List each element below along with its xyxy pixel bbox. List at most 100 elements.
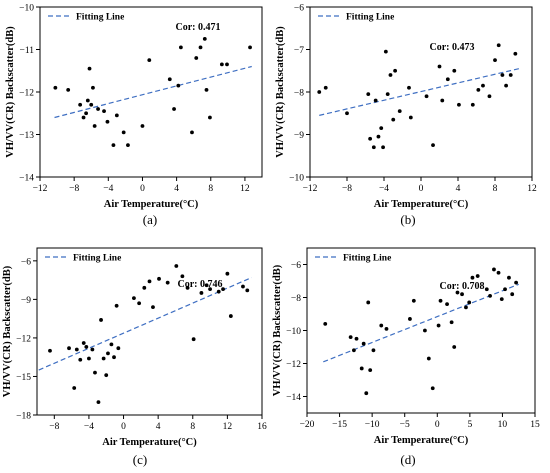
data-point bbox=[484, 287, 489, 292]
data-point bbox=[449, 320, 454, 325]
data-point bbox=[72, 386, 77, 390]
x-tick-label: −4 bbox=[84, 422, 94, 432]
data-point bbox=[116, 346, 121, 351]
x-tick-label: −4 bbox=[103, 184, 113, 194]
data-point bbox=[208, 287, 212, 292]
data-point bbox=[87, 356, 91, 361]
y-tick-label: −6 bbox=[21, 257, 31, 267]
data-point bbox=[66, 87, 71, 92]
panel-label: (d) bbox=[400, 452, 415, 467]
y-tick-label: −7 bbox=[294, 46, 304, 56]
data-point bbox=[140, 124, 145, 128]
x-tick-label: −8 bbox=[49, 422, 59, 432]
data-point bbox=[89, 102, 94, 107]
data-point bbox=[467, 300, 472, 305]
data-point bbox=[151, 305, 155, 309]
data-point bbox=[114, 113, 119, 118]
correlation-annotation: Cor: 0.473 bbox=[430, 42, 475, 53]
data-point bbox=[126, 143, 130, 148]
data-point bbox=[354, 336, 359, 341]
x-tick-label: −8 bbox=[69, 184, 79, 194]
data-point bbox=[373, 98, 378, 103]
data-point bbox=[487, 94, 492, 99]
x-tick-label: 5 bbox=[467, 420, 472, 430]
data-point bbox=[208, 115, 212, 120]
x-tick-label: 0 bbox=[419, 184, 424, 194]
data-point bbox=[67, 346, 71, 351]
data-point bbox=[48, 348, 52, 353]
data-point bbox=[90, 347, 95, 352]
x-tick-label: 0 bbox=[435, 420, 440, 430]
y-tick-label: −8 bbox=[291, 294, 301, 304]
data-point bbox=[411, 298, 416, 303]
data-point bbox=[137, 301, 142, 306]
data-point bbox=[101, 356, 106, 361]
data-point bbox=[323, 322, 328, 326]
data-point bbox=[503, 287, 507, 292]
data-point bbox=[105, 119, 110, 124]
data-point bbox=[84, 345, 89, 349]
data-point bbox=[496, 43, 501, 48]
y-axis-title: VH/VV(CR) Backscatter(dB) bbox=[275, 26, 286, 158]
x-tick-label: 4 bbox=[456, 184, 461, 194]
chart-panel-2: −12 −8 −4 0 4 8 12 −10 −9 −8 −7 −6 Air Temperature(°… bbox=[275, 4, 537, 228]
data-point bbox=[438, 298, 443, 303]
data-point bbox=[204, 283, 209, 288]
data-point bbox=[348, 335, 353, 339]
x-tick-label: −5 bbox=[400, 420, 410, 430]
x-tick-label: −10 bbox=[365, 420, 380, 430]
data-point bbox=[408, 115, 413, 120]
data-point bbox=[508, 73, 513, 77]
y-tick-label: −12 bbox=[16, 334, 31, 344]
data-point bbox=[167, 77, 172, 82]
x-tick-label: 4 bbox=[174, 184, 179, 194]
data-point bbox=[199, 291, 204, 295]
plot-frame bbox=[306, 247, 536, 414]
data-point bbox=[379, 126, 384, 131]
panel-label: (b) bbox=[400, 212, 415, 227]
legend-label: Fitting Line bbox=[73, 254, 121, 264]
x-tick-label: −15 bbox=[332, 420, 347, 430]
data-point bbox=[317, 90, 322, 94]
x-axis-title: Air Temperature(°C) bbox=[374, 435, 469, 446]
x-tick-label: 16 bbox=[257, 422, 267, 432]
data-point bbox=[225, 62, 229, 67]
data-point bbox=[84, 111, 89, 116]
x-axis-title: Air Temperature(°C) bbox=[104, 199, 199, 210]
data-point bbox=[379, 323, 384, 328]
x-tick-label: 8 bbox=[190, 422, 195, 432]
x-tick-label: 12 bbox=[240, 184, 250, 194]
data-point bbox=[352, 348, 356, 353]
data-point bbox=[323, 85, 328, 90]
data-point bbox=[132, 296, 136, 300]
fitting-line bbox=[54, 65, 252, 119]
data-point bbox=[452, 68, 457, 73]
data-point bbox=[464, 305, 468, 310]
y-axis-title: VH/VV(CR) Backscatter(dB) bbox=[272, 264, 283, 396]
data-point bbox=[460, 292, 464, 297]
data-point bbox=[221, 287, 225, 292]
data-point bbox=[385, 92, 390, 97]
data-point bbox=[219, 62, 224, 67]
data-point bbox=[366, 300, 371, 305]
data-point bbox=[368, 136, 373, 141]
data-point bbox=[426, 356, 431, 361]
data-point bbox=[191, 337, 196, 342]
data-point bbox=[470, 275, 475, 280]
data-point bbox=[371, 145, 376, 150]
x-tick-label: 0 bbox=[140, 184, 145, 194]
data-point bbox=[194, 56, 199, 60]
data-point bbox=[371, 348, 376, 353]
data-point bbox=[507, 275, 511, 280]
data-point bbox=[87, 66, 92, 71]
data-point bbox=[81, 115, 86, 120]
data-point bbox=[436, 323, 441, 328]
data-point bbox=[106, 351, 110, 356]
panel-label: (c) bbox=[133, 452, 147, 467]
y-tick-label: −14 bbox=[286, 393, 301, 403]
data-point bbox=[157, 276, 161, 281]
fitting-line bbox=[323, 283, 519, 363]
data-point bbox=[198, 45, 203, 50]
data-point bbox=[165, 280, 170, 285]
y-tick-label: −18 bbox=[16, 412, 31, 422]
